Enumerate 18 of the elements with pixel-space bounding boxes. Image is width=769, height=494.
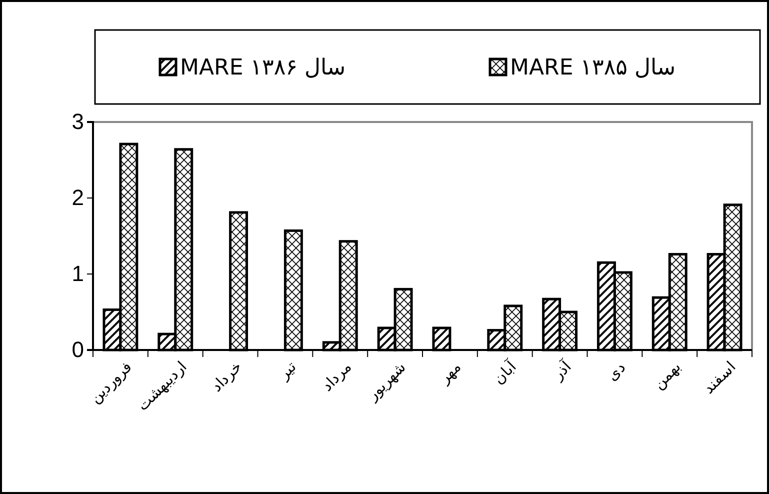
x-tick-label: اردیبهشت xyxy=(134,358,190,415)
legend-label: سال ۱۳۸۵ MARE xyxy=(510,56,676,81)
y-tick-label: 0 xyxy=(72,337,84,362)
x-tick-label: اسفند xyxy=(700,358,740,398)
x-tick-label: تیر xyxy=(275,358,300,384)
y-tick-label: 3 xyxy=(72,109,84,134)
y-tick-label: 2 xyxy=(72,185,84,210)
x-tick-label: شهریور xyxy=(364,358,410,405)
legend-label: سال ۱۳۸۶ MARE xyxy=(180,56,346,81)
x-tick-label: آذر xyxy=(548,357,576,384)
x-tick-label: مهر xyxy=(436,358,465,388)
x-tick-label: بهمن xyxy=(650,358,684,393)
x-tick-label: خرداد xyxy=(208,358,245,396)
x-tick-label: دی xyxy=(604,358,630,384)
x-tick-label: آبان xyxy=(490,357,520,388)
x-tick-label: مرداد xyxy=(318,358,355,395)
y-tick-label: 1 xyxy=(72,261,84,286)
x-tick-label: فروردین xyxy=(87,358,136,407)
